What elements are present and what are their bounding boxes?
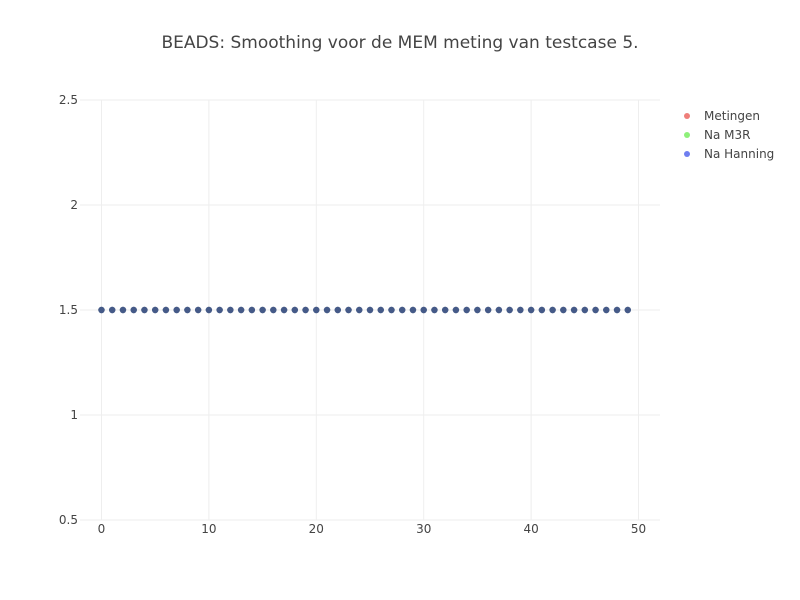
data-point-overlap xyxy=(527,306,535,314)
legend-marker xyxy=(684,112,690,119)
data-point-overlap xyxy=(560,306,567,314)
data-point-overlap xyxy=(399,306,406,314)
data-point-overlap xyxy=(334,306,341,314)
data-point-overlap xyxy=(549,306,556,314)
data-point-overlap xyxy=(366,306,374,314)
data-point-overlap xyxy=(452,306,460,314)
data-point-overlap xyxy=(538,306,546,314)
data-point-overlap xyxy=(409,306,417,314)
data-point-overlap xyxy=(377,306,384,314)
data-point-overlap xyxy=(517,306,524,314)
data-point-overlap xyxy=(323,306,331,314)
data-point-overlap xyxy=(388,306,395,314)
legend-item-na-hanning[interactable]: Na Hanning xyxy=(684,144,774,163)
data-point-overlap xyxy=(603,306,610,314)
x-tick-label: 20 xyxy=(309,522,324,536)
data-point-overlap xyxy=(291,306,299,314)
data-point-overlap xyxy=(184,306,191,314)
x-tick-label: 0 xyxy=(98,522,106,536)
legend-label: Metingen xyxy=(704,108,760,123)
x-tick-label: 10 xyxy=(201,522,216,536)
data-point-overlap xyxy=(237,306,245,314)
y-tick-label: 0.5 xyxy=(59,513,78,527)
legend-label: Na Hanning xyxy=(704,146,775,161)
data-point-overlap xyxy=(130,306,137,314)
data-point-overlap xyxy=(506,306,513,314)
data-point-overlap xyxy=(484,306,492,314)
data-point-overlap xyxy=(162,306,170,314)
data-point-overlap xyxy=(194,306,202,314)
data-point-overlap xyxy=(592,306,599,314)
legend-marker xyxy=(684,131,690,138)
data-point-overlap xyxy=(227,306,234,314)
data-point-overlap xyxy=(463,306,470,314)
data-point-overlap xyxy=(441,306,449,314)
data-point-overlap xyxy=(356,306,363,314)
data-point-overlap xyxy=(313,306,320,314)
legend-item-na-m3r[interactable]: Na M3R xyxy=(684,125,774,144)
data-point-overlap xyxy=(259,306,266,314)
legend: Metingen Na M3R Na Hanning xyxy=(684,106,774,163)
chart-title: BEADS: Smoothing voor de MEM meting van … xyxy=(161,33,639,53)
data-point-overlap xyxy=(205,306,213,314)
y-tick-label: 2.5 xyxy=(59,93,78,107)
x-tick-label: 40 xyxy=(523,522,538,536)
data-point-overlap xyxy=(624,306,631,314)
data-point-overlap xyxy=(98,306,105,314)
data-point-overlap xyxy=(613,306,621,314)
data-points xyxy=(98,306,631,314)
data-point-overlap xyxy=(431,306,438,314)
y-tick-label: 2 xyxy=(70,198,78,212)
data-point-overlap xyxy=(474,306,481,314)
x-axis-ticks: 0 10 20 30 40 50 xyxy=(98,522,646,536)
data-point-overlap xyxy=(495,306,503,314)
legend-item-metingen[interactable]: Metingen xyxy=(684,106,774,125)
data-point-overlap xyxy=(345,306,352,314)
data-point-overlap xyxy=(420,306,427,314)
data-point-overlap xyxy=(302,306,309,314)
legend-marker xyxy=(684,150,690,157)
x-tick-label: 50 xyxy=(631,522,646,536)
data-point-overlap xyxy=(151,306,159,314)
data-point-overlap xyxy=(570,306,578,314)
data-point-overlap xyxy=(173,306,180,314)
data-point-overlap xyxy=(141,306,148,314)
legend-label: Na M3R xyxy=(704,127,751,142)
data-point-overlap xyxy=(280,306,288,314)
y-axis-ticks: 0.5 1 1.5 2 2.5 xyxy=(59,93,78,527)
data-point-overlap xyxy=(216,306,223,314)
data-point-overlap xyxy=(581,306,589,314)
data-point-overlap xyxy=(119,306,127,314)
x-tick-label: 30 xyxy=(416,522,431,536)
y-tick-label: 1 xyxy=(70,408,78,422)
data-point-overlap xyxy=(270,306,277,314)
data-point-overlap xyxy=(109,306,116,314)
y-tick-label: 1.5 xyxy=(59,303,78,317)
data-point-overlap xyxy=(248,306,256,314)
